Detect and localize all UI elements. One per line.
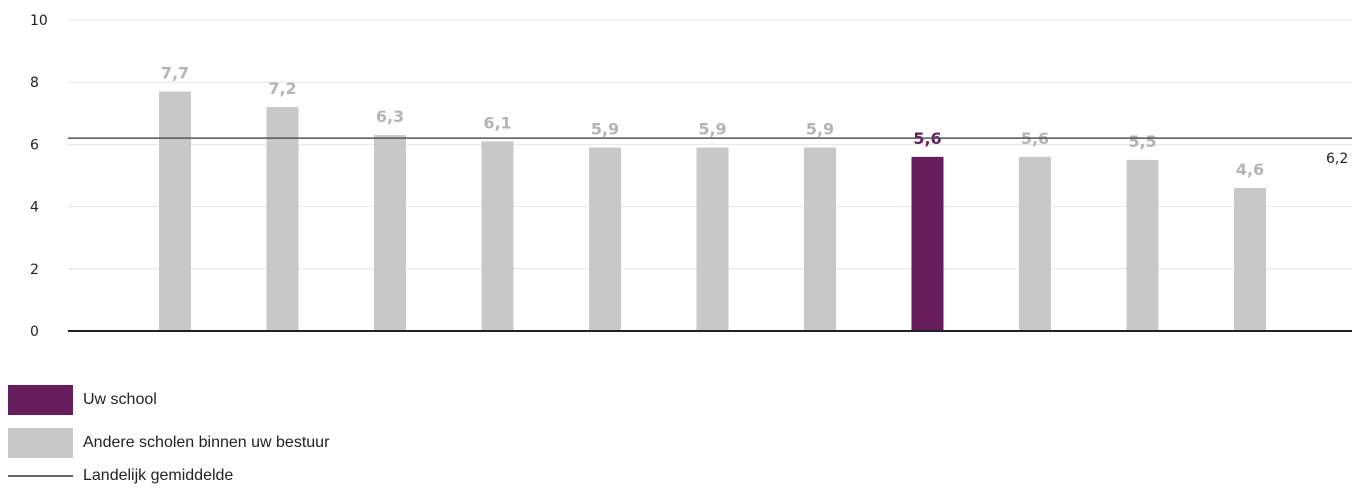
bar <box>911 156 944 331</box>
bar <box>1019 156 1051 331</box>
legend-swatch-other-schools <box>8 428 73 458</box>
y-tick-label: 4 <box>30 200 39 216</box>
y-tick-label: 6 <box>30 137 39 153</box>
legend-item-national-average: Landelijk gemiddelde <box>8 467 329 485</box>
bar <box>804 147 836 331</box>
legend-item-own-school: Uw school <box>8 385 329 415</box>
bar <box>589 147 621 331</box>
data-label: 4,6 <box>1236 160 1264 179</box>
data-label: 5,5 <box>1128 132 1156 151</box>
data-label: 5,9 <box>698 120 726 139</box>
data-label: 7,7 <box>161 64 189 83</box>
legend-item-other-schools: Andere scholen binnen uw bestuur <box>8 428 329 458</box>
legend-label-national-average: Landelijk gemiddelde <box>83 467 234 484</box>
y-tick-label: 0 <box>30 324 39 340</box>
y-tick-label: 8 <box>30 75 39 91</box>
data-label: 5,9 <box>806 120 834 139</box>
data-label: 5,9 <box>591 120 619 139</box>
legend-label-own-school: Uw school <box>83 391 157 408</box>
bar <box>1234 187 1266 331</box>
data-label: 6,3 <box>376 107 404 126</box>
y-tick-label: 10 <box>30 13 48 29</box>
legend-label-other-schools: Andere scholen binnen uw bestuur <box>83 434 330 451</box>
bar <box>266 107 299 331</box>
data-label: 6,1 <box>483 113 511 132</box>
legend-swatch-own-school <box>8 385 73 415</box>
legend: Uw school Andere scholen binnen uw bestu… <box>8 385 329 498</box>
y-tick-label: 2 <box>30 262 39 278</box>
bar <box>1126 159 1159 331</box>
bar <box>696 147 729 331</box>
legend-swatch-national-average <box>8 475 73 477</box>
data-label: 7,2 <box>268 79 296 98</box>
bar <box>159 91 191 331</box>
bar <box>374 135 406 331</box>
bar <box>481 141 514 331</box>
national-average-label: 6,2 <box>1326 151 1348 167</box>
